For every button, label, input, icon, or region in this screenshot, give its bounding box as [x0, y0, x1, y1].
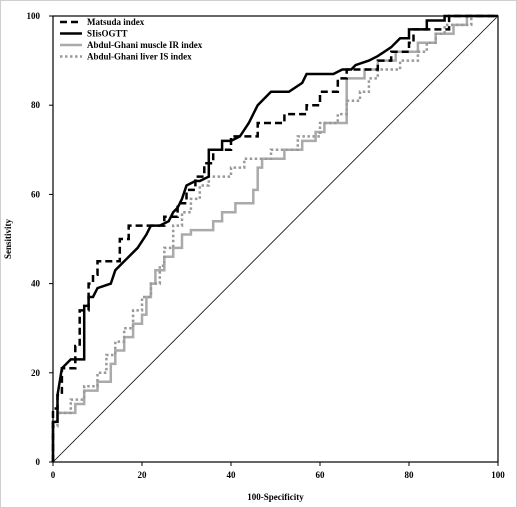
series-line-2: [51, 14, 498, 462]
y-tick-label: 20: [31, 368, 41, 378]
x-tick-label: 20: [138, 470, 148, 480]
legend-label: SIisOGTT: [87, 29, 128, 39]
legend-label: Abdul-Ghani muscle IR index: [87, 40, 203, 50]
series-line-1: [51, 14, 498, 462]
x-tick-label: 100: [491, 470, 505, 480]
legend-label: Matsuda index: [87, 17, 145, 27]
y-tick-label: 0: [36, 457, 41, 467]
y-axis-title: Sensitivity: [3, 219, 13, 260]
y-tick-label: 80: [31, 100, 41, 110]
x-tick-label: 80: [405, 470, 415, 480]
reference-diagonal-line: [52, 15, 499, 463]
plot-area: [52, 15, 499, 463]
y-tick-label: 60: [31, 189, 41, 199]
x-axis-title: 100-Specificity: [247, 492, 304, 502]
x-tick-label: 0: [51, 470, 56, 480]
series-line-4: [51, 14, 498, 462]
legend-label: Abdul-Ghani liver IS index: [87, 52, 192, 62]
x-tick-label: 40: [227, 470, 237, 480]
x-axis-ticks: 0 20 40 60 80 100: [51, 462, 505, 480]
y-axis-ticks: 0 20 40 60 80 100: [27, 11, 53, 467]
plot-border: [52, 15, 499, 463]
x-tick-label: 60: [316, 470, 326, 480]
series-layer: [51, 14, 498, 462]
y-tick-label: 40: [31, 279, 41, 289]
y-tick-label: 100: [27, 11, 41, 21]
